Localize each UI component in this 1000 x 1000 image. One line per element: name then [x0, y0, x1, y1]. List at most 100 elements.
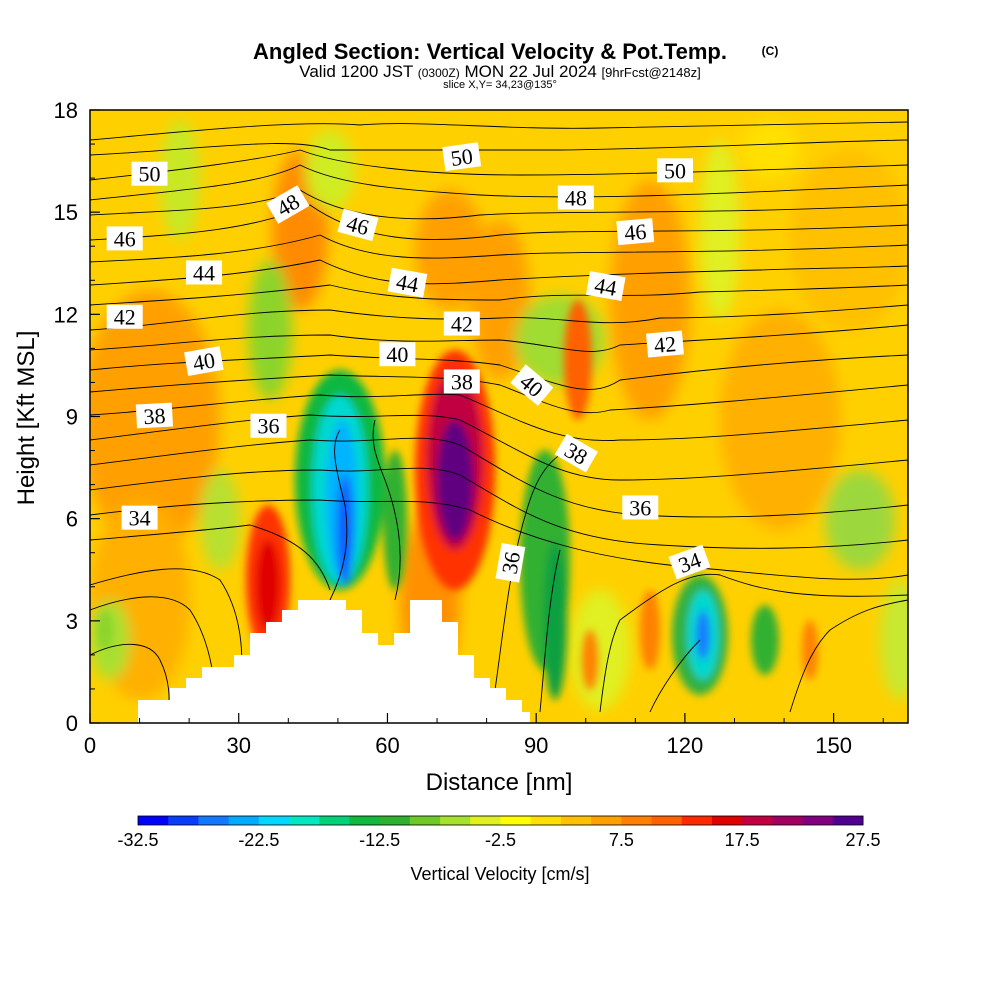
contour-label: 44 [387, 267, 428, 298]
velocity-field [90, 110, 908, 723]
contour-label-value: 44 [394, 269, 420, 297]
contour-label-value: 46 [114, 226, 136, 251]
contour-label-box [622, 495, 659, 520]
contour-label: 46 [616, 218, 655, 246]
contour-label: 44 [186, 260, 223, 285]
contour-label-box [106, 304, 143, 329]
colorbar-swatch [802, 816, 834, 825]
colorbar-swatch [772, 816, 804, 825]
colorbar-tick-label: -2.5 [485, 830, 516, 850]
chart-title-block: Angled Section: Vertical Velocity & Pot.… [253, 39, 778, 91]
contour-label: 38 [443, 369, 480, 394]
contour-label: 42 [106, 304, 143, 330]
contour-label-value: 38 [451, 369, 473, 394]
contour-label-box [443, 311, 480, 336]
colorbar-swatch [681, 816, 713, 825]
contour-label-value: 42 [653, 331, 677, 358]
contour-label-value: 40 [386, 342, 408, 367]
x-tick-label: 150 [815, 733, 852, 758]
y-tick-label: 3 [66, 609, 78, 634]
contour-label-value: 44 [593, 272, 619, 300]
colorbar-swatch [530, 816, 562, 825]
colorbar-swatch [651, 816, 683, 825]
contour-label: 44 [585, 271, 626, 302]
valid-utc: (0300Z) [418, 66, 460, 80]
contour-label-box [250, 413, 287, 438]
colorbar-swatch [319, 816, 350, 825]
y-tick-label: 0 [66, 711, 78, 736]
contour-label-box [585, 271, 626, 302]
contour-label: 50 [656, 158, 693, 183]
contour-label-box [337, 208, 379, 242]
y-axis: 0 3 6 9 12 15 18 [54, 98, 100, 736]
contour-label: 40 [184, 346, 224, 376]
slice-info: slice X,Y= 34,23@135° [443, 79, 557, 91]
contour-label: 42 [646, 330, 684, 358]
y-tick-label: 18 [54, 98, 78, 123]
contour-label: 36 [250, 413, 287, 439]
copyright-mark: (C) [762, 44, 779, 58]
y-tick-label: 9 [66, 405, 78, 430]
colorbar-swatch [560, 816, 592, 825]
contour-label: 36 [622, 495, 659, 520]
valid-time-line: Valid 1200 JST (0300Z) MON 22 Jul 2024 [… [299, 62, 700, 81]
y-tick-label: 12 [54, 302, 78, 327]
colorbar-swatch [168, 816, 199, 825]
y-tick-label: 15 [54, 200, 78, 225]
colorbar-tick-label: -12.5 [359, 830, 400, 850]
colorbar-swatch [258, 816, 290, 825]
colorbar-swatch [742, 816, 773, 825]
contour-label-box [554, 433, 598, 473]
colorbar-swatch [409, 816, 441, 825]
contour-label-value: 36 [497, 550, 525, 576]
pot-temp-contours [90, 121, 908, 713]
contour-label: 50 [442, 142, 482, 171]
contour-label-box [121, 505, 158, 530]
contour-label: 48 [557, 185, 594, 211]
contour-label-value: 42 [114, 305, 136, 330]
colorbar-swatch [349, 816, 381, 825]
colorbar-swatch [379, 816, 411, 825]
x-tick-label: 90 [524, 733, 548, 758]
contour-label-box [387, 267, 428, 298]
contour-label-box [186, 260, 223, 285]
contour-label-box [656, 158, 693, 183]
x-axis-label: Distance [nm] [426, 769, 573, 796]
x-tick-label: 120 [667, 733, 704, 758]
valid-date: MON 22 Jul 2024 [465, 62, 597, 81]
contour-label-box [495, 542, 526, 583]
colorbar-tick-label: 27.5 [845, 830, 880, 850]
contour-label-value: 36 [257, 414, 279, 439]
colorbar-swatch [711, 816, 743, 825]
colorbar-swatch [470, 816, 501, 825]
x-tick-label: 30 [226, 733, 250, 758]
contour-label: 40 [379, 342, 416, 367]
contour-label-box [557, 185, 594, 210]
contour-label-value: 40 [191, 347, 217, 375]
contour-label-box [106, 226, 143, 251]
contour-label-box [646, 330, 684, 358]
colorbar: -32.5 -22.5 -12.5 -2.5 7.5 17.5 27.5 [117, 815, 881, 850]
contour-label-value: 48 [565, 186, 587, 211]
contour-label-box [668, 544, 711, 580]
contour-label-box [135, 402, 173, 429]
colorbar-swatch [228, 816, 260, 825]
colorbar-swatch [138, 816, 169, 825]
contour-label-box [184, 346, 224, 376]
chart-title: Angled Section: Vertical Velocity & Pot.… [253, 39, 727, 64]
colorbar-swatch [832, 816, 864, 825]
colorbar-swatch [591, 816, 622, 825]
contour-label-box [510, 364, 554, 406]
contour-label-value: 38 [143, 403, 166, 429]
contour-label-box [131, 161, 168, 186]
contour-label-box [616, 218, 655, 246]
contour-label-value: 50 [449, 143, 474, 171]
contour-label: 46 [337, 208, 379, 242]
colorbar-swatch [440, 816, 471, 825]
valid-prefix: Valid 1200 JST [299, 62, 413, 81]
contour-label-value: 44 [193, 260, 215, 285]
colorbar-tick-label: 7.5 [609, 830, 634, 850]
colorbar-frame [137, 815, 864, 826]
colorbar-label: Vertical Velocity [cm/s] [410, 864, 589, 884]
